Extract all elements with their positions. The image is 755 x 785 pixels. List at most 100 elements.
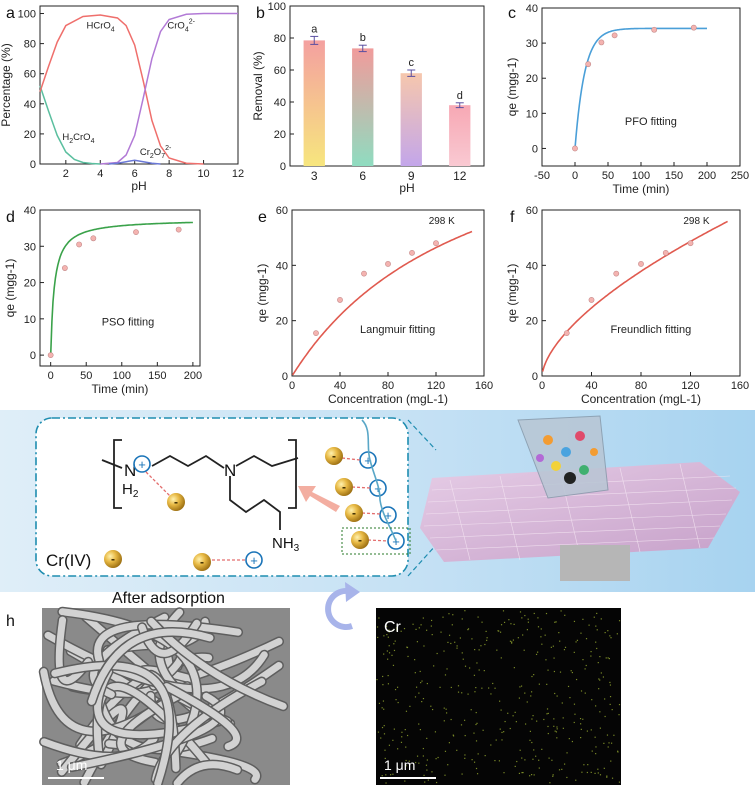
cr-signal-dot — [604, 631, 606, 634]
cr-signal-dot — [518, 772, 521, 775]
cr-signal-dot — [430, 705, 432, 707]
cr-signal-dot — [460, 724, 463, 726]
y-axis-label: qe (mgg-1) — [255, 264, 269, 323]
y-tick-label: 0 — [30, 159, 36, 171]
cr-signal-dot — [422, 617, 424, 619]
cr-signal-dot — [382, 684, 384, 686]
cr-signal-dot — [521, 771, 523, 774]
cr-signal-dot — [606, 776, 608, 778]
cr-signal-dot — [418, 723, 420, 725]
data-point — [598, 39, 605, 46]
y-tick-label: 20 — [24, 278, 36, 290]
panel-f-freundlich-chart: 0 20 40 60 0 40 80 120 160 Concentration (mgL-1) q… — [505, 205, 749, 406]
cr-signal-dot — [608, 657, 611, 660]
cr-signal-dot — [388, 629, 390, 631]
cr-signal-dot — [595, 641, 597, 643]
cr-signal-dot — [511, 641, 513, 643]
cr-signal-dot — [420, 682, 422, 684]
x-tick-label: 4 — [97, 168, 103, 180]
series-line-hcro4 — [39, 14, 204, 165]
panel-b-removal-bar-chart: 0 20 40 60 80 100 a 3 b 6 c 9 d 12 pH Removal (%) — [251, 1, 485, 195]
cr-signal-dot — [524, 614, 526, 617]
cr-signal-dot — [473, 761, 476, 763]
data-point — [47, 352, 54, 359]
category-label: 6 — [359, 169, 366, 183]
cr-signal-dot — [606, 734, 609, 736]
cr-signal-dot — [392, 739, 394, 741]
cr-signal-dot — [537, 651, 539, 653]
cr-signal-dot — [451, 624, 453, 626]
sem-image — [38, 606, 290, 785]
cr-signal-dot — [531, 718, 533, 720]
y-axis-label: Removal (%) — [251, 51, 265, 120]
x-tick-label: 10 — [197, 168, 209, 180]
x-tick-label: 0 — [48, 370, 54, 382]
y-tick-label: 0 — [30, 350, 36, 362]
cr-signal-dot — [556, 728, 558, 730]
cr-signal-dot — [476, 773, 479, 775]
cr-signal-dot — [390, 774, 392, 776]
y-axis-label: qe (mgg-1) — [505, 264, 519, 323]
cr-signal-dot — [426, 759, 428, 761]
cr-signal-dot — [473, 732, 475, 734]
cr-signal-dot — [443, 720, 445, 722]
cr-signal-dot — [536, 720, 538, 722]
cr-signal-dot — [474, 691, 476, 693]
x-tick-label: 8 — [166, 168, 172, 180]
data-point — [651, 26, 658, 33]
cr-signal-dot — [430, 625, 432, 627]
cr-signal-dot — [579, 717, 582, 720]
cr-signal-dot — [418, 762, 420, 764]
cr-signal-dot — [507, 712, 509, 714]
eds-scale-label: 1 μm — [384, 757, 415, 773]
cr-signal-dot — [395, 627, 398, 629]
series-line-cr2o7 — [108, 159, 161, 165]
holder-particles — [536, 431, 598, 484]
cr-signal-dot — [396, 686, 399, 688]
amine-n-tertiary: N — [224, 461, 236, 480]
data-point — [361, 270, 367, 277]
cr-signal-dot — [435, 758, 437, 760]
cr-signal-dot — [530, 695, 532, 697]
fit-curve — [541, 220, 728, 372]
cation-positive-charges — [133, 451, 405, 569]
cr-signal-dot — [385, 625, 388, 628]
cr-signal-dot — [617, 750, 619, 752]
cr-signal-dot — [381, 707, 383, 709]
cr-signal-dot — [516, 760, 518, 763]
cr-signal-dot — [462, 658, 464, 660]
cr-signal-dot — [464, 610, 466, 612]
cr-signal-dot — [423, 774, 425, 776]
cr-signal-dot — [444, 674, 447, 676]
cr-signal-dot — [564, 646, 567, 648]
x-tick-label: 40 — [334, 380, 346, 392]
significance-letter: c — [409, 57, 415, 69]
cr-signal-dot — [420, 624, 422, 626]
plot-frame — [289, 5, 485, 167]
cr-signal-dot — [385, 782, 387, 784]
cr-signal-dot — [444, 750, 447, 752]
cr-signal-dot — [499, 700, 501, 702]
panel-label-d: d — [6, 209, 15, 226]
cr-signal-dot — [591, 699, 593, 701]
cr-signal-dot — [532, 715, 534, 717]
cr-signal-dot — [531, 773, 533, 776]
cr-signal-dot — [403, 627, 406, 630]
cr-signal-dot — [575, 779, 577, 781]
cr-signal-dot — [484, 643, 486, 646]
cr-signal-dot — [618, 714, 620, 716]
x-tick-label: 80 — [635, 380, 647, 392]
significance-letter: b — [360, 32, 366, 44]
cr-signal-dot — [381, 726, 384, 729]
cr-signal-dot — [580, 723, 582, 725]
cr-signal-dot — [617, 751, 619, 753]
x-tick-label: 6 — [132, 168, 138, 180]
cr-signal-dot — [406, 646, 408, 648]
cr-signal-dot — [414, 659, 416, 661]
fiber — [51, 662, 173, 785]
cr-signal-dot — [393, 649, 396, 652]
cr-signal-dot — [509, 727, 511, 730]
y-tick-label: 40 — [274, 97, 286, 109]
cr-signal-dot — [583, 764, 585, 766]
cr-signal-dot — [486, 639, 488, 641]
